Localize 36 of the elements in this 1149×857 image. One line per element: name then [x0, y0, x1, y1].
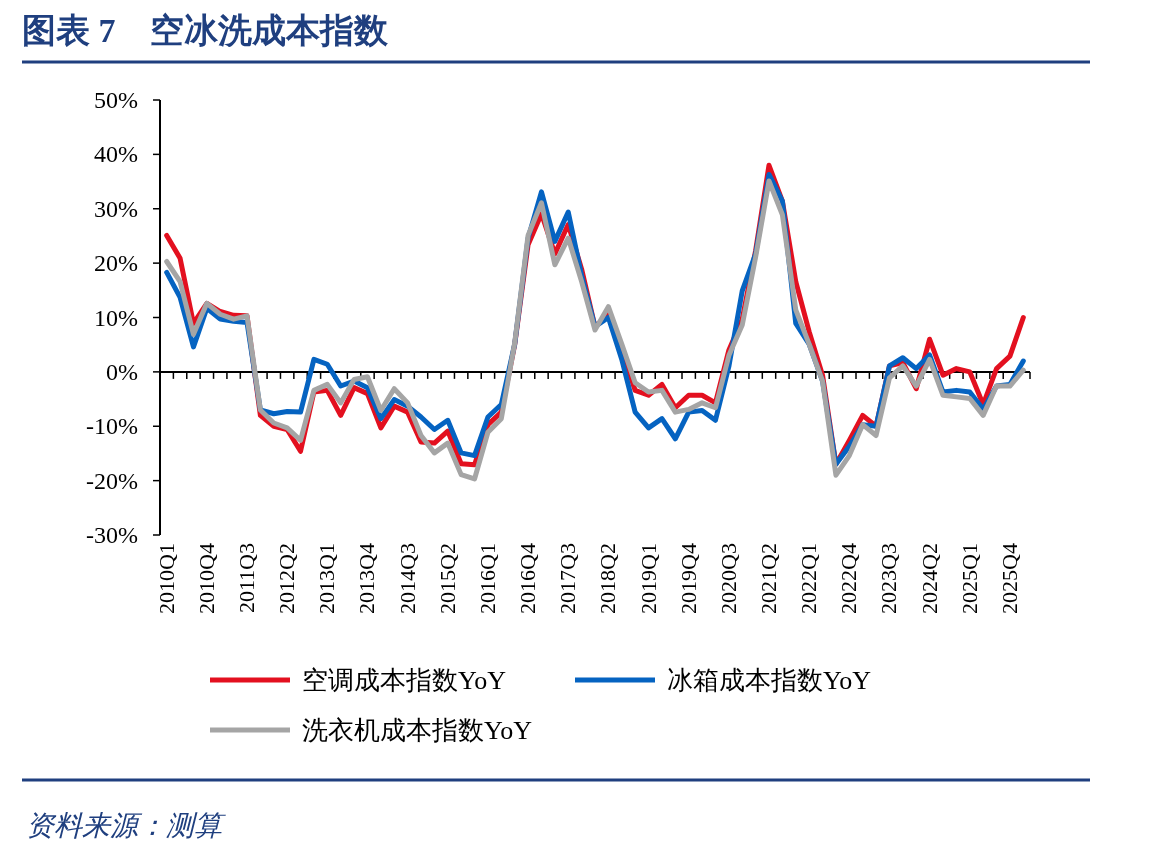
x-tick-label: 2019Q4: [675, 543, 701, 614]
y-tick-label: 50%: [94, 87, 138, 113]
x-tick-label: 2015Q2: [434, 543, 460, 614]
y-tick-label: -10%: [86, 413, 139, 440]
x-tick-label: 2020Q3: [715, 543, 741, 614]
x-tick-label: 2022Q1: [796, 543, 822, 614]
legend-label: 洗衣机成本指数YoY: [302, 716, 533, 745]
x-tick-label: 2019Q1: [635, 543, 661, 614]
x-tick-label: 2010Q1: [153, 543, 179, 614]
x-tick-label: 2025Q4: [996, 543, 1022, 614]
y-tick-label: 20%: [94, 250, 138, 277]
legend-label: 冰箱成本指数YoY: [667, 666, 872, 695]
x-tick-label: 2025Q1: [956, 543, 982, 614]
y-tick-label: -30%: [86, 522, 139, 548]
x-tick-label: 2010Q4: [193, 543, 219, 614]
y-tick-label: 0%: [106, 358, 138, 385]
x-tick-label: 2011Q3: [234, 543, 259, 614]
x-tick-label: 2013Q1: [314, 543, 340, 614]
x-tick-label: 2016Q1: [474, 543, 500, 614]
x-tick-label: 2016Q4: [515, 543, 541, 614]
x-tick-label: 2012Q2: [274, 543, 300, 614]
chart-title: 图表 7 空冰洗成本指数: [22, 12, 389, 49]
x-tick-label: 2021Q2: [756, 543, 781, 614]
x-tick-label: 2018Q2: [595, 543, 621, 614]
y-tick-label: 40%: [94, 141, 138, 168]
x-tick-label: 2023Q3: [876, 543, 902, 614]
x-tick-label: 2024Q2: [916, 543, 942, 614]
y-tick-label: -20%: [86, 467, 139, 494]
x-tick-label: 2013Q4: [354, 543, 380, 614]
legend-label: 空调成本指数YoY: [302, 666, 507, 695]
x-tick-label: 2017Q3: [555, 543, 581, 614]
y-tick-label: 10%: [94, 304, 138, 331]
y-tick-label: 30%: [94, 195, 138, 222]
text: 资料来源：测算: [26, 810, 226, 841]
x-tick-label: 2022Q4: [836, 543, 862, 614]
x-tick-label: 2014Q3: [394, 543, 420, 614]
